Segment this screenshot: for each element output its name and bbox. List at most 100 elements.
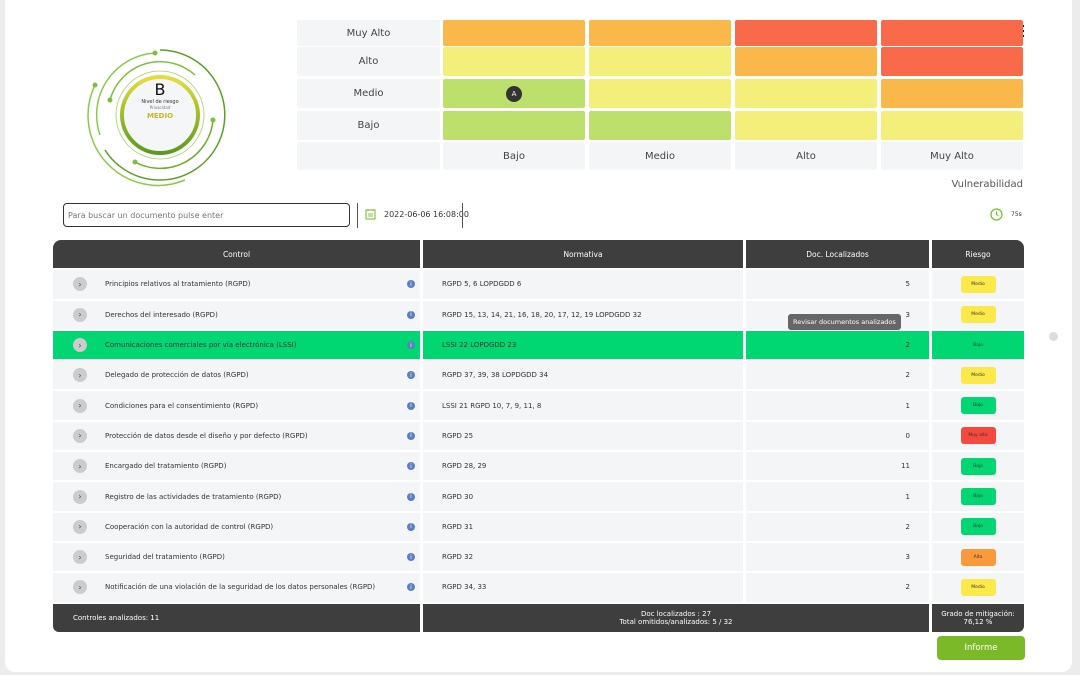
matrix-cell[interactable] xyxy=(443,47,585,76)
info-icon[interactable]: i xyxy=(407,583,415,592)
risk-badge: Muy alto xyxy=(960,427,996,445)
table-row[interactable]: › Derechos del interesado (RGPD) i RGPD 15… xyxy=(53,300,1024,329)
matrix-cell[interactable] xyxy=(443,111,585,140)
docs-cell[interactable]: 0 xyxy=(746,421,929,451)
info-icon[interactable]: i xyxy=(407,462,415,471)
normativa-text: RGPD 32 xyxy=(442,553,474,562)
chevron-right-icon[interactable]: › xyxy=(73,307,87,322)
docs-cell[interactable]: 2 xyxy=(746,361,929,390)
date-display[interactable]: 2022-06-06 16:08:00 xyxy=(365,208,469,220)
table-row[interactable]: › Principios relativos al tratamiento (RG… xyxy=(53,270,1024,299)
chevron-right-icon[interactable]: › xyxy=(73,519,87,534)
chevron-right-icon[interactable]: › xyxy=(73,459,87,474)
header-control[interactable]: Control xyxy=(53,240,420,269)
docs-cell[interactable]: 11 xyxy=(746,452,929,481)
control-cell: › Delegado de protección de datos (RGPD) i xyxy=(53,361,420,390)
matrix-cell[interactable] xyxy=(589,20,731,46)
docs-cell[interactable]: 1 xyxy=(746,482,929,511)
report-button[interactable]: Informe xyxy=(937,636,1025,660)
matrix-cell[interactable] xyxy=(589,47,731,76)
docs-cell[interactable]: 2 xyxy=(746,512,929,541)
docs-count: 2 xyxy=(905,583,910,592)
info-icon[interactable]: i xyxy=(407,522,415,531)
table-row[interactable]: › Protección de datos desde el diseño y p… xyxy=(53,421,1024,451)
docs-cell[interactable]: 2 xyxy=(746,330,929,360)
matrix-cell[interactable] xyxy=(443,20,585,46)
header-normativa[interactable]: Normativa xyxy=(423,240,743,269)
mitigation: Grado de mitigación: 76,12 % xyxy=(932,603,1024,632)
info-icon[interactable]: i xyxy=(407,310,415,319)
chevron-right-icon[interactable]: › xyxy=(73,580,87,595)
chevron-right-icon[interactable]: › xyxy=(73,489,87,504)
docs-cell[interactable]: 5 xyxy=(746,270,929,299)
docs-omitted: Total omitidos/analizados: 5 / 32 xyxy=(619,617,733,626)
search-input[interactable] xyxy=(63,203,350,227)
matrix-row-label: Medio xyxy=(297,79,440,108)
chevron-right-icon[interactable]: › xyxy=(73,550,87,565)
table-row[interactable]: › Encargado del tratamiento (RGPD) i RGPD … xyxy=(53,452,1024,481)
info-icon[interactable]: i xyxy=(407,341,415,350)
docs-cell[interactable]: 1 xyxy=(746,391,929,420)
risk-cell: Bajo xyxy=(932,452,1024,481)
matrix-cell[interactable] xyxy=(735,20,877,46)
docs-cell[interactable]: 2 xyxy=(746,573,929,602)
matrix-cell[interactable] xyxy=(589,79,731,108)
control-cell: › Cooperación con la autoridad de control… xyxy=(53,512,420,541)
info-icon[interactable]: i xyxy=(407,431,415,440)
control-name: Condiciones para el consentimiento (RGPD… xyxy=(105,401,259,410)
table-row[interactable]: › Condiciones para el consentimiento (RGP… xyxy=(53,391,1024,420)
clock-icon xyxy=(990,208,1003,221)
info-icon[interactable]: i xyxy=(407,492,415,501)
risk-badge: Medio xyxy=(960,306,996,324)
chevron-right-icon[interactable]: › xyxy=(73,277,87,292)
table-row[interactable]: › Registro de las actividades de tratamie… xyxy=(53,482,1024,511)
calendar-icon xyxy=(365,209,376,220)
tooltip: Revisar documentos analizados xyxy=(788,314,901,330)
risk-cell: Medio xyxy=(932,361,1024,390)
control-name: Derechos del interesado (RGPD) xyxy=(105,310,218,319)
control-name: Comunicaciones comerciales por vía elect… xyxy=(105,341,297,350)
controls-table: Control Normativa Doc. Localizados Riesg… xyxy=(53,240,1024,634)
matrix-cell[interactable] xyxy=(881,111,1023,140)
table-row[interactable]: › Cooperación con la autoridad de control… xyxy=(53,512,1024,541)
risk-badge: Bajo xyxy=(960,336,996,354)
normativa-cell: RGPD 37, 39, 38 LOPDGDD 34 xyxy=(423,361,743,390)
chevron-right-icon[interactable]: › xyxy=(73,398,87,413)
matrix-cell[interactable]: A xyxy=(443,79,585,108)
info-icon[interactable]: i xyxy=(407,553,415,562)
table-row[interactable]: › Notificación de una violación de la seg… xyxy=(53,573,1024,602)
scroll-indicator[interactable] xyxy=(1049,332,1058,341)
matrix-cell[interactable] xyxy=(589,111,731,140)
matrix-cell[interactable] xyxy=(881,20,1023,46)
risk-badge: Medio xyxy=(960,275,996,293)
control-name: Registro de las actividades de tratamien… xyxy=(105,492,282,501)
matrix-cell[interactable] xyxy=(881,79,1023,108)
info-icon[interactable]: i xyxy=(407,401,415,410)
control-cell: › Principios relativos al tratamiento (RG… xyxy=(53,270,420,299)
chevron-right-icon[interactable]: › xyxy=(73,338,87,353)
matrix-cell[interactable] xyxy=(881,47,1023,76)
table-footer: Controles analizados: 11 Doc localizados… xyxy=(53,603,1024,632)
table-row[interactable]: › Seguridad del tratamiento (RGPD) i RGPD … xyxy=(53,542,1024,572)
risk-badge: Bajo xyxy=(960,488,996,506)
matrix-row-label: Bajo xyxy=(297,111,440,140)
control-cell: › Derechos del interesado (RGPD) i xyxy=(53,300,420,329)
mitigation-label: Grado de mitigación: xyxy=(941,609,1015,618)
info-icon[interactable]: i xyxy=(407,280,415,289)
info-icon[interactable]: i xyxy=(407,371,415,380)
chevron-right-icon[interactable]: › xyxy=(73,428,87,443)
control-cell: › Seguridad del tratamiento (RGPD) i xyxy=(53,542,420,572)
header-docs[interactable]: Doc. Localizados xyxy=(746,240,929,269)
table-row[interactable]: › Comunicaciones comerciales por vía elec… xyxy=(53,330,1024,360)
control-cell: › Encargado del tratamiento (RGPD) i xyxy=(53,452,420,481)
table-row[interactable]: › Delegado de protección de datos (RGPD) i… xyxy=(53,361,1024,390)
matrix-cell[interactable] xyxy=(735,47,877,76)
docs-count: 11 xyxy=(901,462,910,471)
matrix-cell[interactable] xyxy=(735,111,877,140)
docs-cell[interactable]: 3 xyxy=(746,542,929,572)
control-name: Delegado de protección de datos (RGPD) xyxy=(105,371,249,380)
chevron-right-icon[interactable]: › xyxy=(73,368,87,383)
risk-badge: Bajo xyxy=(960,518,996,536)
matrix-cell[interactable] xyxy=(735,79,877,108)
header-riesgo[interactable]: Riesgo xyxy=(932,240,1024,269)
